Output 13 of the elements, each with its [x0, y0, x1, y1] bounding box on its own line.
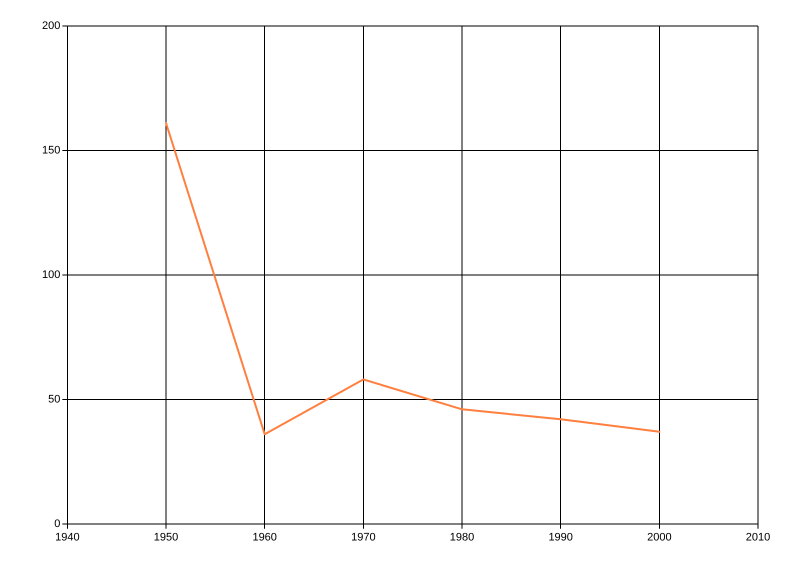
y-tick-label: 100: [42, 268, 60, 281]
x-tick-label: 1990: [548, 531, 573, 544]
x-tick-label: 1970: [351, 531, 376, 544]
x-tick-label: 1950: [154, 531, 178, 544]
x-tick-label: 1940: [55, 531, 80, 544]
y-tick-label: 150: [42, 144, 60, 156]
x-tick-label: 1960: [252, 531, 277, 544]
x-tick-label: 2000: [647, 531, 672, 544]
y-tick-label: 0: [54, 518, 60, 530]
x-tick-label: 1980: [450, 531, 474, 544]
y-tick-label: 50: [48, 393, 60, 406]
y-tick-label: 200: [42, 20, 60, 32]
x-tick-label: 2010: [746, 531, 770, 544]
